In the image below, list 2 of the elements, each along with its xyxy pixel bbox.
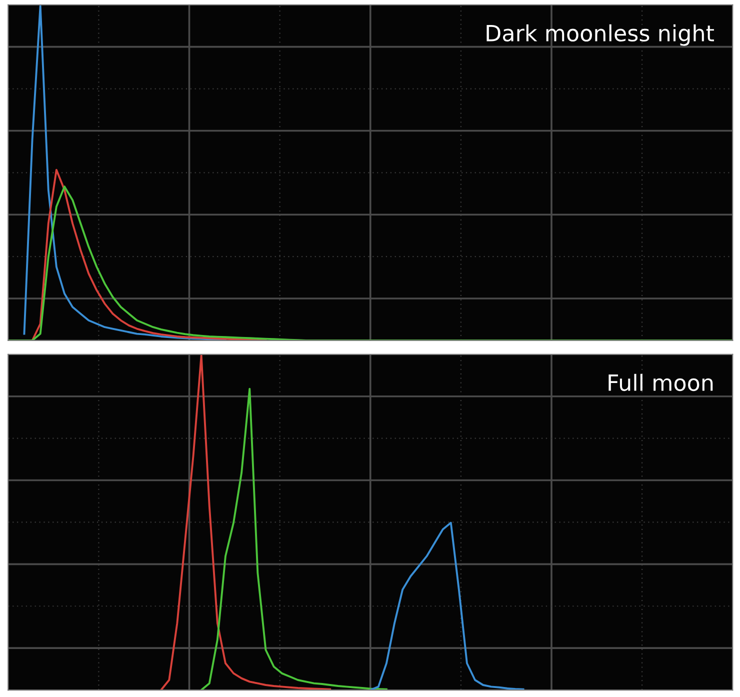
text: Dark moonless night: [486, 24, 714, 46]
text: Full moon: [608, 374, 713, 392]
